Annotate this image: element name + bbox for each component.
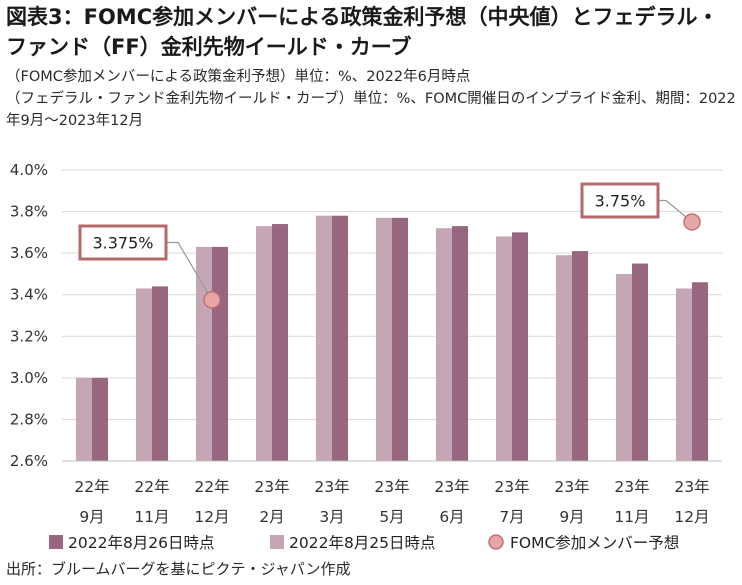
- bar-aug25: [616, 273, 632, 461]
- x-tick-month: 9月: [559, 508, 584, 526]
- chart-title: 図表3：FOMC参加メンバーによる政策金利予想（中央値）とフェデラル・ファンド（…: [6, 5, 719, 59]
- subtitle-line-2: （フェデラル・ファンド金利先物イールド・カーブ）単位：%、FOMC開催日のインプ…: [6, 91, 736, 129]
- bar-aug25: [376, 217, 392, 461]
- x-tick-month: 11月: [134, 508, 169, 526]
- x-tick-year: 23年: [434, 478, 469, 496]
- bar-aug26: [392, 217, 408, 461]
- subtitle-line-1: （FOMC参加メンバーによる政策金利予想）単位：%、2022年6月時点: [6, 69, 471, 85]
- x-tick-month: 5月: [379, 508, 404, 526]
- bar-aug25: [76, 377, 92, 461]
- bar-aug25: [136, 288, 152, 461]
- x-tick-year: 23年: [314, 478, 349, 496]
- bar-aug25: [676, 288, 692, 461]
- callout-leader: [658, 199, 693, 223]
- legend-swatch-aug26: [49, 535, 63, 549]
- y-tick-label: 2.8%: [10, 410, 48, 428]
- y-tick-label: 3.8%: [10, 203, 48, 221]
- bar-aug25: [316, 215, 332, 461]
- y-tick-label: 4.0%: [10, 161, 48, 179]
- x-tick-month: 12月: [674, 508, 709, 526]
- y-tick-label: 2.6%: [10, 452, 48, 470]
- fomc-dot: [203, 291, 221, 309]
- y-tick-label: 3.4%: [10, 286, 48, 304]
- legend-label-fomc: FOMC参加メンバー予想: [510, 534, 679, 552]
- x-tick-month: 7月: [499, 508, 524, 526]
- y-tick-label: 3.6%: [10, 244, 48, 262]
- bar-aug26: [332, 215, 348, 461]
- x-tick-year: 23年: [674, 478, 709, 496]
- bar-aug26: [632, 263, 648, 461]
- bar-aug25: [496, 236, 512, 461]
- bar-aug26: [572, 251, 588, 461]
- x-tick-month: 11月: [614, 508, 649, 526]
- bar-aug26: [212, 246, 228, 461]
- x-tick-year: 23年: [614, 478, 649, 496]
- legend-label-aug25: 2022年8月25日時点: [289, 534, 436, 552]
- bar-aug25: [256, 226, 272, 461]
- fomc-value-label: 3.375%: [92, 234, 153, 253]
- legend-swatch-aug25: [270, 535, 284, 549]
- callout-leader: [166, 241, 213, 301]
- fomc-dot: [683, 213, 701, 231]
- bar-aug25: [556, 255, 572, 461]
- y-tick-label: 3.0%: [10, 369, 48, 387]
- x-tick-month: 9月: [79, 508, 104, 526]
- legend-label-aug26: 2022年8月26日時点: [68, 534, 215, 552]
- x-tick-month: 12月: [194, 508, 229, 526]
- x-tick-year: 22年: [194, 478, 229, 496]
- bar-aug26: [512, 232, 528, 461]
- callout-box: [78, 224, 168, 261]
- x-tick-year: 23年: [494, 478, 529, 496]
- legend-dot-fomc: [488, 534, 504, 550]
- x-tick-year: 23年: [254, 478, 289, 496]
- x-tick-year: 22年: [134, 478, 169, 496]
- source-note: 出所：ブルームバーグを基にピクテ・ジャパン作成: [6, 560, 351, 578]
- fomc-value-label: 3.75%: [595, 192, 646, 211]
- bar-aug26: [152, 286, 168, 461]
- x-tick-month: 2月: [259, 508, 284, 526]
- x-tick-year: 23年: [554, 478, 589, 496]
- x-tick-year: 22年: [74, 478, 109, 496]
- bar-aug26: [92, 377, 108, 461]
- x-tick-month: 6月: [439, 508, 464, 526]
- callout-box: [580, 182, 660, 219]
- bar-aug25: [436, 228, 452, 461]
- y-tick-label: 3.2%: [10, 327, 48, 345]
- bar-aug26: [452, 226, 468, 461]
- bar-aug26: [692, 282, 708, 461]
- x-tick-year: 23年: [374, 478, 409, 496]
- x-tick-month: 3月: [319, 508, 344, 526]
- bar-aug25: [196, 246, 212, 461]
- bar-aug26: [272, 224, 288, 461]
